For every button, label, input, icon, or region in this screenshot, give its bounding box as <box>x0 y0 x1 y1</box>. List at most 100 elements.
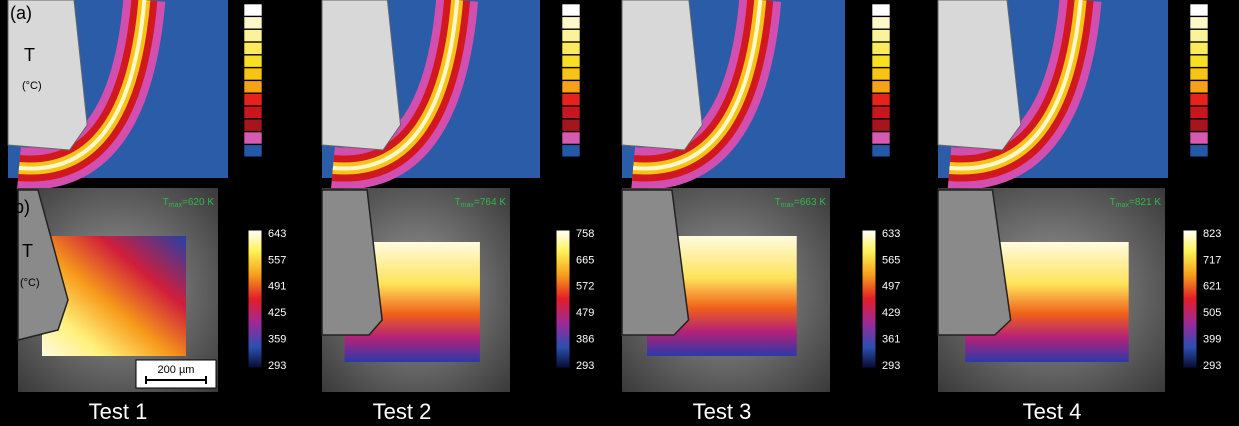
colorbar-label: 479 <box>576 307 594 319</box>
legend-label: 658 <box>584 42 602 54</box>
legend-label: 293 <box>266 145 284 157</box>
colorbar-label: 565 <box>882 254 900 266</box>
tool <box>937 189 1012 336</box>
tmax-symbol: T <box>775 197 781 208</box>
legend-swatch <box>561 3 581 17</box>
symbol-label: T <box>24 45 35 65</box>
tmax-subscript: max <box>1116 202 1130 209</box>
legend-swatch <box>1189 106 1209 119</box>
tmax-value: =764 K <box>474 197 506 208</box>
legend-label: 523 <box>584 81 602 93</box>
legend-swatch <box>243 80 263 94</box>
colorbar <box>247 229 263 369</box>
legend-label: 793 <box>584 4 602 16</box>
colorbar-label: 572 <box>576 281 594 293</box>
legend-swatch <box>561 118 581 132</box>
legend-label: 413 <box>266 94 284 106</box>
unit-label: (°C) <box>22 80 42 92</box>
colorbar-panel <box>1199 226 1235 372</box>
legend-swatch <box>871 118 891 132</box>
legend-swatch <box>561 106 581 119</box>
legend-swatch <box>561 131 581 145</box>
legend-label: 488 <box>894 68 912 80</box>
legend-swatch <box>871 16 891 30</box>
legend-label: 383 <box>894 106 912 118</box>
legend-label: 793 <box>1212 30 1230 42</box>
legend-label: 293 <box>894 145 912 157</box>
legend-swatch <box>243 54 263 68</box>
unit-label: (°C) <box>20 277 40 289</box>
tool <box>321 0 401 151</box>
legend-swatch <box>1189 54 1209 68</box>
legend-label: 613 <box>584 55 602 67</box>
legend-label: 623 <box>266 4 284 16</box>
tool <box>321 189 383 336</box>
colorbar-label: 293 <box>1203 360 1221 372</box>
legend-swatch <box>561 54 581 68</box>
legend-label: 723 <box>1212 42 1230 54</box>
legend-swatch <box>1189 131 1209 145</box>
legend-label: 353 <box>266 119 284 131</box>
legend-swatch <box>1189 67 1209 81</box>
legend-swatch <box>1189 118 1209 132</box>
legend-swatch <box>243 131 263 145</box>
colorbar-label: 497 <box>882 281 900 293</box>
legend-swatch <box>561 93 581 106</box>
symbol-label: T <box>22 241 33 261</box>
legend-label: 873 <box>1212 4 1230 16</box>
legend-label: 498 <box>584 94 602 106</box>
colorbar <box>555 229 571 369</box>
tmax-value: =620 K <box>182 197 214 208</box>
colorbar-label: 633 <box>882 228 900 240</box>
colorbar-label: 823 <box>1203 228 1221 240</box>
legend-label: 573 <box>1212 81 1230 93</box>
legend-label: 823 <box>1212 17 1230 29</box>
legend-swatch <box>243 16 263 30</box>
heat-band <box>632 0 763 171</box>
test-label: Test 2 <box>373 399 432 424</box>
tool <box>7 0 88 151</box>
legend-label: 663 <box>894 4 912 16</box>
colorbar-label: 399 <box>1203 334 1221 346</box>
colorbar-label: 293 <box>882 360 900 372</box>
legend-label: 533 <box>266 42 284 54</box>
scale-bar-box <box>135 359 217 389</box>
tmax-label: Tmax=620 K <box>163 197 215 209</box>
legend-swatch <box>243 42 263 55</box>
legend-label: 373 <box>1212 132 1230 144</box>
legend-label: 703 <box>584 30 602 42</box>
legend-label: 453 <box>894 81 912 93</box>
tool <box>937 0 1022 151</box>
legend-label: 593 <box>266 17 284 29</box>
colorbar-label: 361 <box>882 334 900 346</box>
legend-swatch <box>871 131 891 145</box>
legend-label: 418 <box>894 94 912 106</box>
legend-swatch <box>871 106 891 119</box>
legend-swatch <box>243 106 263 119</box>
heat-band <box>949 0 1083 171</box>
legend-label: 563 <box>266 30 284 42</box>
colorbar-panel <box>878 226 914 372</box>
colorbar-label: 293 <box>268 360 286 372</box>
test-label: Test 3 <box>693 399 752 424</box>
legend-swatch <box>871 54 891 68</box>
legend-label: 433 <box>584 106 602 118</box>
legend-label: 323 <box>266 132 284 144</box>
legend-label: 673 <box>1212 55 1230 67</box>
colorbar-label: 665 <box>576 254 594 266</box>
tmax-label: Tmax=821 K <box>1110 197 1162 209</box>
legend-swatch <box>871 3 891 17</box>
legend-label: 503 <box>266 55 284 67</box>
tmax-label: Tmax=764 K <box>455 197 507 209</box>
legend-label: 423 <box>1212 119 1230 131</box>
legend-swatch <box>561 144 581 158</box>
colorbar-label: 293 <box>576 360 594 372</box>
legend-swatch <box>871 29 891 42</box>
legend-label: 443 <box>266 81 284 93</box>
colorbar-label: 717 <box>1203 254 1221 266</box>
legend-label: 388 <box>584 119 602 131</box>
legend-label: 593 <box>894 30 912 42</box>
legend-swatch <box>243 3 263 17</box>
tmax-symbol: T <box>455 197 461 208</box>
